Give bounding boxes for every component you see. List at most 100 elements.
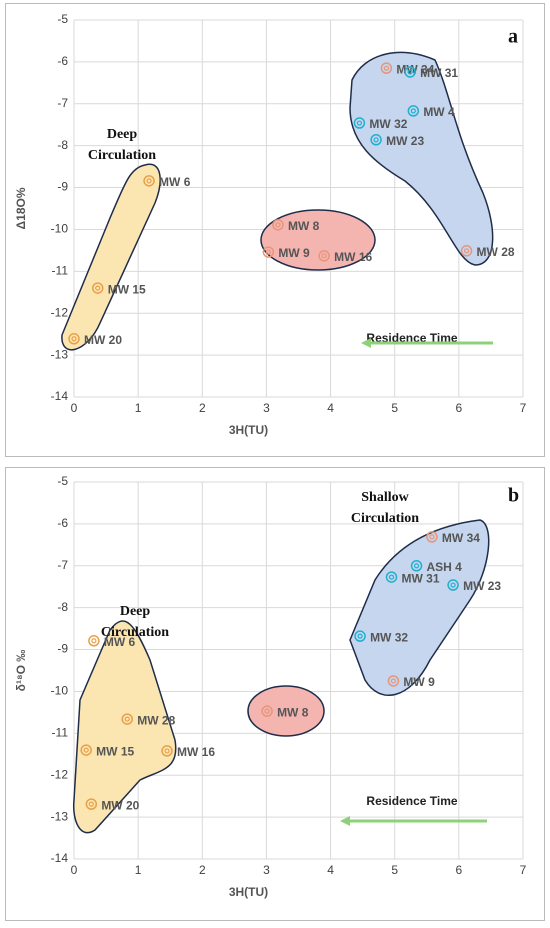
point-label: MW 16 (334, 250, 372, 264)
point-ring (68, 333, 80, 345)
x-tick-label: 1 (135, 863, 142, 877)
shallow-region (349, 519, 490, 696)
point-ring (407, 105, 420, 117)
shallow-annotation: Circulation (351, 511, 419, 526)
point-core (265, 249, 271, 255)
point-ring (262, 246, 275, 258)
point-label: MW 9 (403, 675, 435, 689)
point-ring (410, 560, 423, 572)
y-tick-label: -11 (52, 726, 69, 740)
point-ring (370, 134, 382, 146)
y-tick-label: -14 (51, 851, 69, 865)
point-ring (80, 744, 92, 756)
x-tick-label: 3 (263, 401, 270, 415)
point-ring (91, 282, 104, 294)
point-core (388, 574, 395, 580)
deep-annotation: Deep (120, 604, 151, 619)
point-label: MW 15 (96, 744, 134, 758)
point-label: MW 8 (277, 705, 309, 719)
point-label: MW 6 (159, 175, 191, 189)
x-axis-label: 3H(TU) (229, 885, 268, 899)
point-label: MW 31 (420, 66, 458, 80)
point-core (95, 285, 101, 291)
point-ring (460, 245, 473, 257)
deep-region (72, 620, 177, 834)
point-ring (404, 66, 416, 78)
point-core (264, 708, 270, 714)
point-label: MW 34 (442, 531, 480, 545)
y-tick-label: -12 (51, 767, 69, 781)
point-label: MW 16 (177, 745, 215, 759)
point-core (124, 716, 130, 722)
point-core (83, 747, 89, 753)
frame (5, 3, 545, 457)
arrow-head (340, 816, 350, 826)
chart-b: -14 -13 -12 -11 -10 -9 -8 -7 -6 -5 0 1 2 3 4 5 6 7 3H(TU)… (5, 467, 545, 921)
y-tick-label: -12 (51, 305, 69, 319)
y-tick-label: -8 (57, 138, 68, 152)
point-label: MW 23 (386, 134, 424, 148)
y-tick-label: -8 (57, 600, 68, 614)
point-core (88, 801, 94, 807)
point-ring (272, 219, 284, 231)
frame (5, 467, 545, 921)
point-ring (121, 713, 133, 725)
y-tick-label: -5 (57, 474, 68, 488)
point-core (410, 108, 416, 114)
point-label: MW 15 (108, 282, 146, 296)
shallow-annotation: Shallow (361, 490, 409, 505)
point-ring (385, 571, 398, 583)
y-axis-label: δ¹⁸O ‰ (14, 650, 28, 692)
y-tick-label: -13 (51, 347, 69, 361)
x-tick-label: 2 (199, 863, 206, 877)
point-ring (380, 62, 393, 74)
point-core (164, 748, 170, 754)
point-ring (143, 175, 155, 187)
y-axis-label: Δ18O% (14, 187, 28, 229)
point-core (146, 178, 152, 184)
x-tick-label: 6 (456, 863, 463, 877)
point-label: MW 34 (396, 62, 434, 76)
point-ring (353, 117, 366, 129)
point-label: MW 20 (84, 333, 122, 347)
point-ring (426, 531, 438, 543)
mid-region (260, 209, 376, 271)
point-core (71, 336, 77, 342)
shallow-region (349, 51, 494, 266)
deep-annotation: Circulation (101, 625, 169, 640)
point-ring (318, 250, 330, 262)
point-label: ASH 4 (427, 560, 463, 574)
y-tick-label: -7 (57, 558, 68, 572)
point-label: MW 31 (402, 571, 440, 585)
point-core (356, 120, 363, 126)
y-tick-label: -7 (57, 96, 68, 110)
x-axis-label: 3H(TU) (229, 423, 268, 437)
x-tick-label: 0 (71, 863, 78, 877)
x-tick-label: 3 (263, 863, 270, 877)
point-label: MW 8 (288, 219, 320, 233)
y-tick-label: -14 (51, 389, 69, 403)
point-label: MW 9 (278, 246, 310, 260)
deep-annotation: Circulation (88, 148, 156, 163)
deep-annotation: Deep (107, 127, 138, 142)
x-tick-label: 4 (327, 401, 334, 415)
arrow-head (361, 338, 371, 348)
x-tick-label: 1 (135, 401, 142, 415)
y-tick-label: -6 (57, 516, 68, 530)
x-tick-label: 6 (456, 401, 463, 415)
point-core (373, 137, 379, 143)
point-label: MW 4 (423, 105, 455, 119)
point-ring (447, 579, 459, 591)
point-core (413, 563, 420, 569)
x-tick-label: 5 (391, 401, 398, 415)
y-tick-label: -11 (52, 264, 69, 278)
deep-region (61, 163, 161, 351)
y-tick-label: -13 (51, 809, 69, 823)
y-tick-label: -10 (51, 222, 69, 236)
y-tick-label: -9 (57, 642, 68, 656)
x-tick-label: 7 (520, 863, 527, 877)
point-ring (85, 798, 98, 810)
point-ring (354, 630, 366, 642)
chart-a: -14 -13 -12 -11 -10 -9 -8 -7 -6 -5 0 1 2 3 4 5 6 7 3H(TU)… (5, 3, 545, 457)
